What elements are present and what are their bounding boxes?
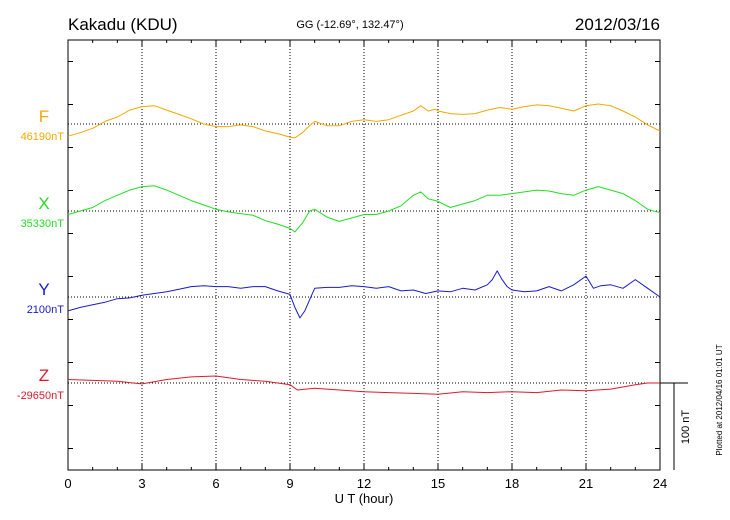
frame-ticks	[67, 40, 661, 470]
series-line-x	[67, 185, 661, 233]
x-tick-label: 9	[286, 476, 293, 491]
station-title: Kakadu (KDU)	[68, 15, 178, 34]
series-line-y	[67, 270, 661, 319]
series-name-x: X	[38, 194, 49, 213]
series-name-z: Z	[39, 366, 49, 385]
plotted-at-note: Plotted at 2012/04/16 01:01 UT	[715, 344, 724, 455]
x-tick-label: 21	[579, 476, 593, 491]
x-tick-label: 18	[505, 476, 519, 491]
plot-frame	[67, 39, 661, 471]
series-name-y: Y	[38, 280, 49, 299]
grid	[68, 40, 660, 470]
x-tick-label: 24	[653, 476, 667, 491]
x-tick-label: 12	[357, 476, 371, 491]
scale-bar-label: 100 nT	[680, 410, 692, 445]
series-name-f: F	[39, 107, 49, 126]
series-baseline-y: 2100nT	[27, 304, 65, 316]
x-tick-label: 15	[431, 476, 445, 491]
series-line-z	[67, 375, 660, 395]
station-coordinates: GG (-12.69°, 132.47°)	[296, 19, 403, 31]
x-tick-label: 6	[212, 476, 219, 491]
x-axis-label: U T (hour)	[335, 491, 394, 506]
x-tick-labels: 0 3 6 9 12 15 18 21 24	[64, 476, 667, 491]
series-baseline-f: 46190nT	[21, 131, 65, 143]
x-tick-label: 0	[64, 476, 71, 491]
scale-bar: 100 nT	[660, 382, 692, 470]
plot-date: 2012/03/16	[575, 15, 660, 34]
series-group: F 46190nT X 35330nT Y 2100nT Z -29650nT	[17, 103, 661, 402]
series-baseline-x: 35330nT	[21, 218, 65, 230]
series-baseline-z: -29650nT	[17, 390, 64, 402]
series-line-f	[67, 103, 661, 139]
x-tick-label: 3	[138, 476, 145, 491]
